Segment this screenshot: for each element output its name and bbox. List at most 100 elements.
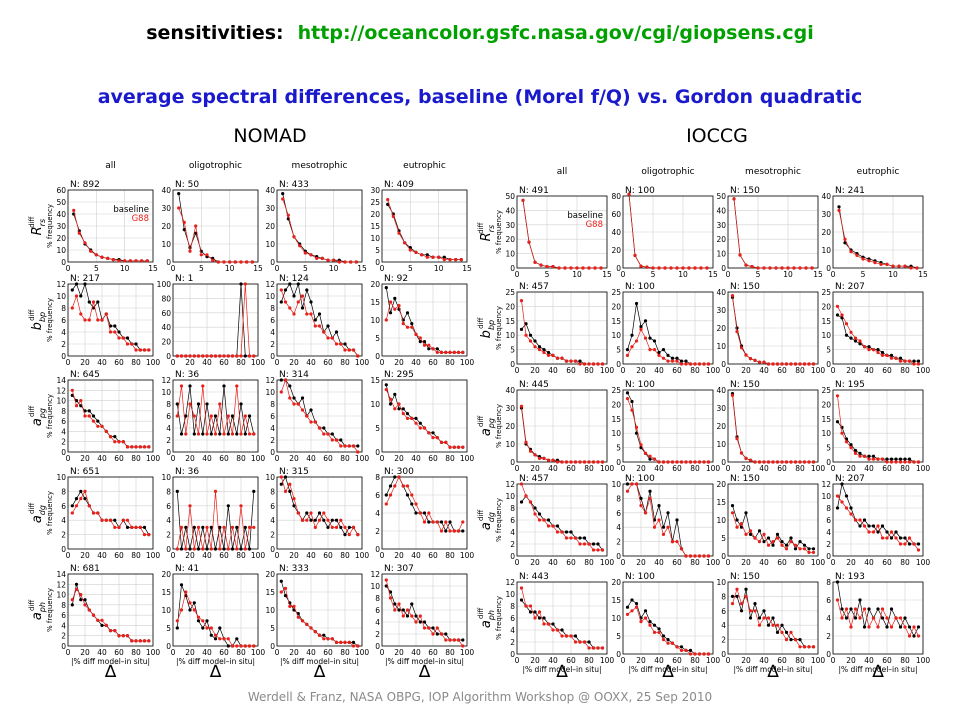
data-point-baseline	[125, 336, 130, 340]
data-point-g88	[885, 353, 889, 357]
data-point-baseline	[177, 192, 181, 196]
series-line-g88	[71, 390, 149, 448]
data-point-g88	[343, 444, 347, 448]
data-point-g88	[94, 253, 98, 257]
data-point-g88	[732, 197, 736, 201]
data-point-g88	[775, 460, 780, 464]
data-point-g88	[793, 362, 798, 366]
data-point-g88	[330, 525, 334, 530]
n-count-label: N: 409	[384, 180, 414, 190]
row-label-base: R	[479, 232, 494, 241]
data-point-g88	[113, 330, 117, 334]
data-point-baseline	[192, 601, 196, 605]
data-point-g88	[907, 460, 912, 464]
data-point-g88	[835, 304, 840, 308]
series-line-g88	[627, 328, 709, 365]
y-tick-label: 6	[375, 606, 380, 615]
data-point-g88	[862, 454, 867, 458]
panel-frame	[381, 476, 468, 550]
x-tick-label: 40	[202, 358, 212, 367]
data-point-g88	[684, 554, 688, 558]
data-point-baseline	[247, 547, 252, 551]
data-point-g88	[418, 511, 422, 515]
data-point-g88	[175, 354, 179, 358]
data-point-g88	[849, 330, 853, 334]
data-point-g88	[560, 356, 564, 360]
data-point-baseline	[775, 630, 780, 635]
data-point-baseline	[912, 359, 916, 363]
data-point-g88	[885, 262, 889, 266]
data-point-g88	[330, 438, 334, 442]
data-point-baseline	[784, 630, 789, 635]
data-point-g88	[83, 489, 87, 493]
data-point-baseline	[880, 350, 885, 355]
data-point-baseline	[442, 255, 446, 259]
data-point-g88	[693, 460, 697, 464]
data-point-g88	[74, 294, 79, 298]
data-point-g88	[578, 460, 582, 464]
data-point-g88	[661, 356, 666, 360]
x-tick-label: 80	[795, 656, 805, 665]
data-point-g88	[688, 362, 693, 366]
data-point-g88	[593, 266, 597, 270]
data-point-baseline	[235, 525, 239, 530]
data-point-g88	[414, 620, 418, 624]
y-tick-label: 5	[270, 624, 275, 633]
data-point-baseline	[279, 378, 283, 382]
data-point-g88	[326, 336, 330, 340]
data-point-g88	[634, 605, 639, 609]
row-label-sub: ph	[487, 610, 496, 621]
y-tick-label: 15	[505, 317, 515, 326]
data-point-g88	[414, 250, 418, 254]
x-tick-label: 20	[394, 358, 404, 367]
y-tick-label: 10	[265, 240, 275, 249]
data-point-baseline	[876, 348, 880, 352]
y-tick-label: 12	[505, 578, 515, 587]
n-count-label: N: 892	[70, 180, 100, 190]
data-point-baseline	[209, 525, 213, 530]
data-point-g88	[91, 300, 96, 304]
data-point-g88	[279, 590, 283, 594]
data-point-baseline	[853, 616, 858, 620]
data-point-g88	[138, 348, 142, 352]
series-line-baseline	[521, 495, 603, 551]
y-axis-title: % frequency	[46, 298, 54, 342]
row-label-base: a	[479, 428, 494, 436]
data-point-g88	[739, 602, 744, 606]
x-tick-label: 0	[831, 558, 836, 567]
data-point-baseline	[226, 432, 230, 436]
data-point-g88	[537, 348, 542, 352]
y-tick-label: 12	[56, 580, 66, 589]
panel-frame	[172, 476, 259, 550]
data-point-g88	[313, 630, 317, 634]
data-point-g88	[657, 518, 661, 522]
data-point-g88	[96, 618, 100, 622]
data-point-g88	[461, 520, 465, 524]
data-point-g88	[798, 460, 802, 464]
y-tick-label: 0	[826, 264, 831, 273]
y-tick-label: 0	[270, 642, 275, 651]
n-count-label: N: 681	[70, 564, 100, 574]
data-point-g88	[205, 626, 209, 630]
series-line-g88	[178, 207, 253, 263]
header-url-link[interactable]: http://oceancolor.gsfc.nasa.gov/cgi/giop…	[297, 22, 814, 44]
data-point-g88	[684, 460, 688, 464]
data-point-baseline	[844, 333, 849, 337]
data-point-g88	[774, 266, 778, 270]
data-point-baseline	[326, 324, 330, 328]
y-tick-label: 50	[716, 192, 726, 201]
data-point-g88	[461, 445, 465, 449]
data-point-baseline	[252, 489, 256, 493]
data-point-baseline	[243, 525, 247, 530]
data-point-g88	[175, 547, 179, 551]
data-point-g88	[661, 532, 666, 537]
y-tick-label: 0	[375, 642, 380, 651]
x-tick-label: 0	[275, 454, 280, 463]
data-point-g88	[811, 460, 816, 464]
y-tick-label: 8	[61, 304, 66, 313]
x-tick-label: 0	[726, 464, 731, 473]
x-tick-label: 20	[185, 454, 195, 463]
